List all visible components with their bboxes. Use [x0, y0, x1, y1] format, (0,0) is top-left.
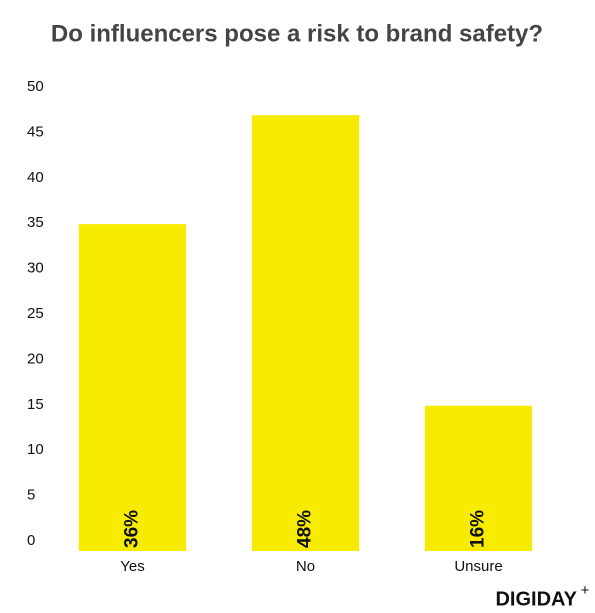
y-tick-label: 40: [27, 169, 44, 186]
value-label: 48%: [295, 510, 316, 548]
brand-logo: DIGIDAY: [495, 588, 577, 610]
x-tick-label: Unsure: [454, 558, 502, 575]
brand-mark: +: [581, 582, 590, 599]
x-tick-label: No: [296, 558, 315, 575]
value-label: 16%: [468, 510, 489, 548]
bar: [424, 405, 533, 551]
y-tick-label: 35: [27, 214, 44, 231]
y-tick-label: 0: [27, 532, 35, 549]
x-tick-label: Yes: [120, 558, 144, 575]
y-tick-label: 30: [27, 260, 44, 277]
value-label: 36%: [122, 510, 143, 548]
chart-title: Do influencers pose a risk to brand safe…: [51, 20, 543, 47]
y-tick-label: 10: [27, 441, 44, 458]
bar: [251, 115, 360, 551]
y-tick-label: 15: [27, 396, 44, 413]
y-tick-label: 25: [27, 305, 44, 322]
y-tick-label: 20: [27, 350, 44, 367]
y-tick-label: 50: [27, 78, 44, 95]
bar: [78, 224, 187, 551]
y-tick-label: 5: [27, 487, 35, 504]
y-tick-label: 45: [27, 123, 44, 140]
